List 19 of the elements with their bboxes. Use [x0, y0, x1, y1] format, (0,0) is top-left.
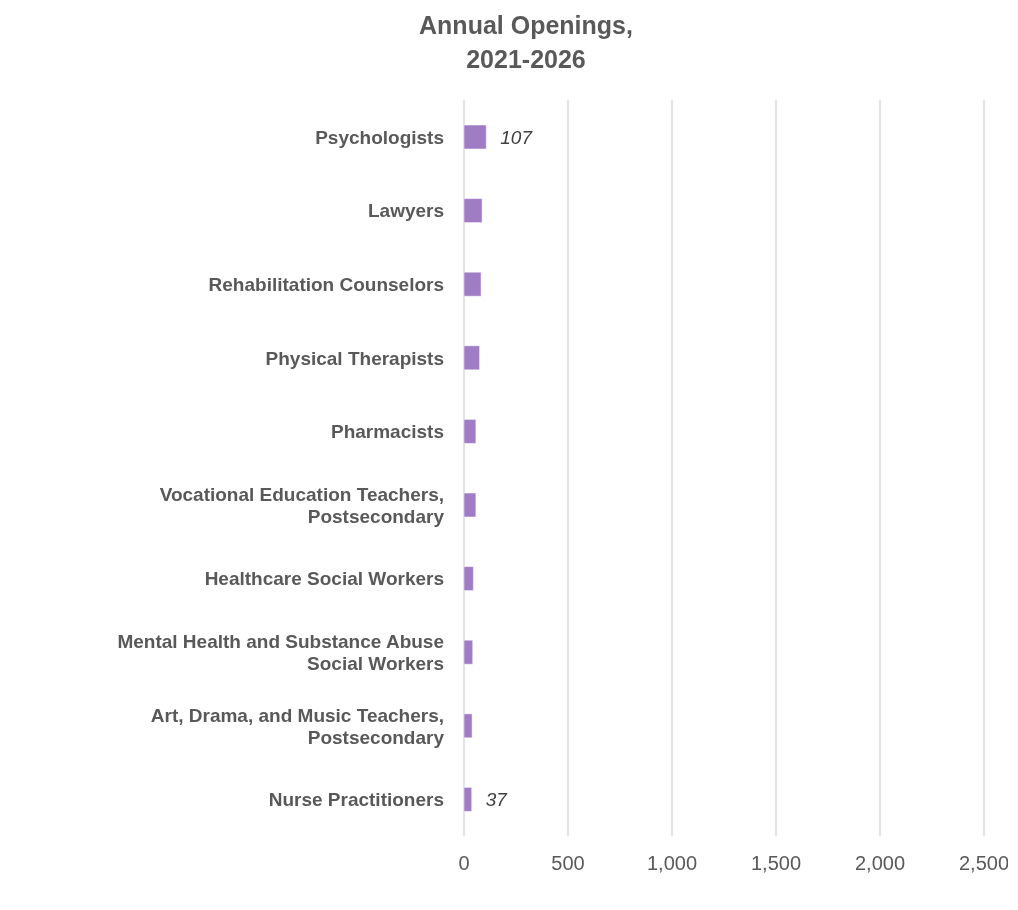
data-label: 107 — [500, 126, 534, 148]
x-tick-label: 0 — [458, 852, 470, 875]
y-tick-label: Mental Health and Substance Abuse Social Workers — [117, 630, 444, 674]
x-tick-label: 1,500 — [750, 852, 802, 875]
y-tick-label: Physical Therapists — [265, 347, 444, 369]
y-tick-label: Psychologists — [315, 126, 444, 148]
y-tick-label: Pharmacists — [330, 420, 444, 442]
x-tick-label: 2,500 — [958, 852, 1010, 875]
y-tick-label: Lawyers — [367, 199, 444, 221]
x-tick-label: 2,000 — [854, 852, 906, 875]
y-tick-label: Rehabilitation Counselors — [208, 273, 444, 295]
x-tick-label: 1,000 — [646, 852, 698, 875]
y-tick-label: Nurse Practitioners — [268, 788, 444, 810]
y-tick-label: Healthcare Social Workers — [204, 567, 444, 589]
data-label: 37 — [485, 789, 509, 811]
y-tick-label: Art, Drama, and Music Teachers, Postsecondary — [150, 704, 445, 748]
x-tick-label: 500 — [551, 852, 585, 875]
y-tick-label: Vocational Education Teachers, Postsecondary — [159, 483, 445, 527]
chart-title: Annual Openings, 2021-2026 — [418, 10, 634, 75]
